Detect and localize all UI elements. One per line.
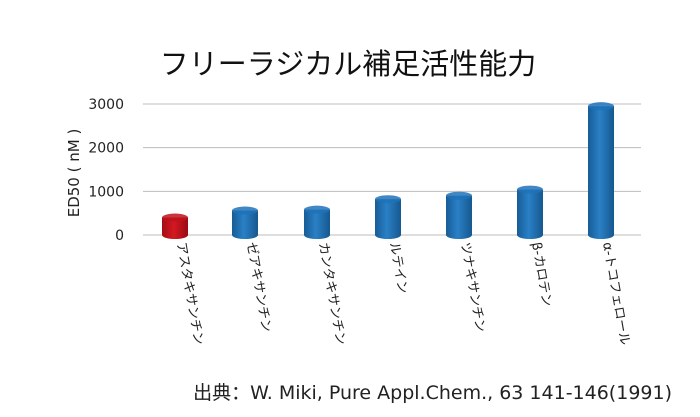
x-tick-label: α-トコフェロール <box>599 241 632 346</box>
x-tick-labels: アスタキサンチン ゼアキサンチン カンタキサンチン ルテイン ツナキサンチン β-カロテン… <box>173 241 632 346</box>
bar-bottom-cap <box>162 231 188 239</box>
bar-top-cap <box>446 191 472 200</box>
bar-bottom-cap <box>375 231 401 239</box>
bar-body <box>588 106 614 235</box>
bar-5 <box>517 185 543 239</box>
bar-body <box>162 217 188 235</box>
y-tick-label: 0 <box>115 228 124 244</box>
bar-body <box>232 210 258 235</box>
x-tick-label: アスタキサンチン <box>173 241 206 346</box>
x-tick-label: カンタキサンチン <box>315 241 348 346</box>
x-tick-label: ルテイン <box>386 241 410 295</box>
bar-top-cap <box>162 213 188 222</box>
x-tick-label: ゼアキサンチン <box>243 241 274 333</box>
bar-body <box>517 189 543 235</box>
bar-bottom-cap <box>232 231 258 239</box>
chart-title: フリーラジカル補足活性能力 <box>160 47 536 81</box>
y-tick-label: 2000 <box>88 141 124 157</box>
y-tick-label: 3000 <box>88 97 124 113</box>
bar-top-cap <box>304 205 330 214</box>
y-axis-label: ED50 ( nM ) <box>65 129 83 218</box>
bar-body <box>446 195 472 235</box>
bar-bottom-cap <box>446 231 472 239</box>
y-tick-labels: 0 1000 2000 3000 <box>88 97 124 244</box>
bar-top-cap <box>375 195 401 204</box>
source-citation: 出典：W. Miki, Pure Appl.Chem., 63 141-146(… <box>193 382 672 404</box>
bar-body <box>304 209 330 235</box>
bar-top-cap <box>588 102 614 111</box>
bar-4 <box>446 191 472 239</box>
bar-top-cap <box>517 185 543 194</box>
bar-0 <box>162 213 188 239</box>
bar-2 <box>304 205 330 239</box>
bar-body <box>375 199 401 235</box>
y-tick-label: 1000 <box>88 184 124 200</box>
bar-6 <box>588 102 614 239</box>
bar-3 <box>375 195 401 239</box>
bar-1 <box>232 206 258 239</box>
bar-top-cap <box>232 206 258 215</box>
x-tick-label: ツナキサンチン <box>457 241 488 333</box>
bar-bottom-cap <box>588 231 614 239</box>
x-tick-label: β-カロテン <box>528 241 554 308</box>
bar-bottom-cap <box>517 231 543 239</box>
bar-bottom-cap <box>304 231 330 239</box>
bars <box>162 102 614 239</box>
